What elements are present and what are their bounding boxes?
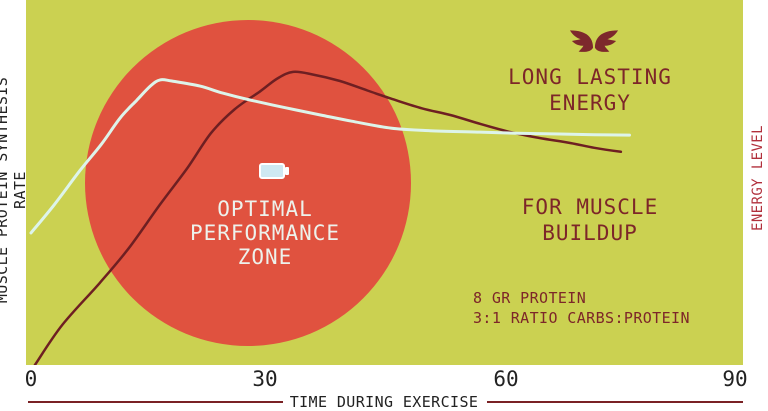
x-axis-line-left [28, 401, 283, 403]
curve-left [29, 78, 631, 235]
x-tick-0: 0 [24, 367, 38, 391]
x-tick-60: 60 [493, 367, 519, 391]
x-axis-line-right [487, 401, 743, 403]
x-tick-30: 30 [252, 367, 278, 391]
x-axis-title: TIME DURING EXERCISE [289, 393, 479, 411]
wings-icon [569, 30, 619, 52]
optimal-zone-label: OPTIMAL PERFORMANCE ZONE [189, 197, 341, 269]
y-axis-label-right: ENERGY LEVEL [750, 125, 766, 231]
y-axis-label-left: MUSCLE PROTEIN SYNTHESIS RATE [0, 76, 29, 304]
battery-icon [259, 163, 289, 179]
battery-nub [285, 167, 289, 175]
x-tick-90: 90 [722, 367, 748, 391]
for-muscle-buildup-label: FOR MUSCLE BUILDUP [521, 195, 659, 245]
plot-area: OPTIMAL PERFORMANCE ZONE LONG LASTING EN… [26, 0, 743, 365]
curves-svg [29, 70, 631, 365]
long-lasting-energy-label: LONG LASTING ENERGY [508, 65, 672, 115]
protein-ratio-note: 8 GR PROTEIN 3:1 RATIO CARBS:PROTEIN [473, 289, 690, 327]
optimal-zone-circle [85, 20, 411, 346]
